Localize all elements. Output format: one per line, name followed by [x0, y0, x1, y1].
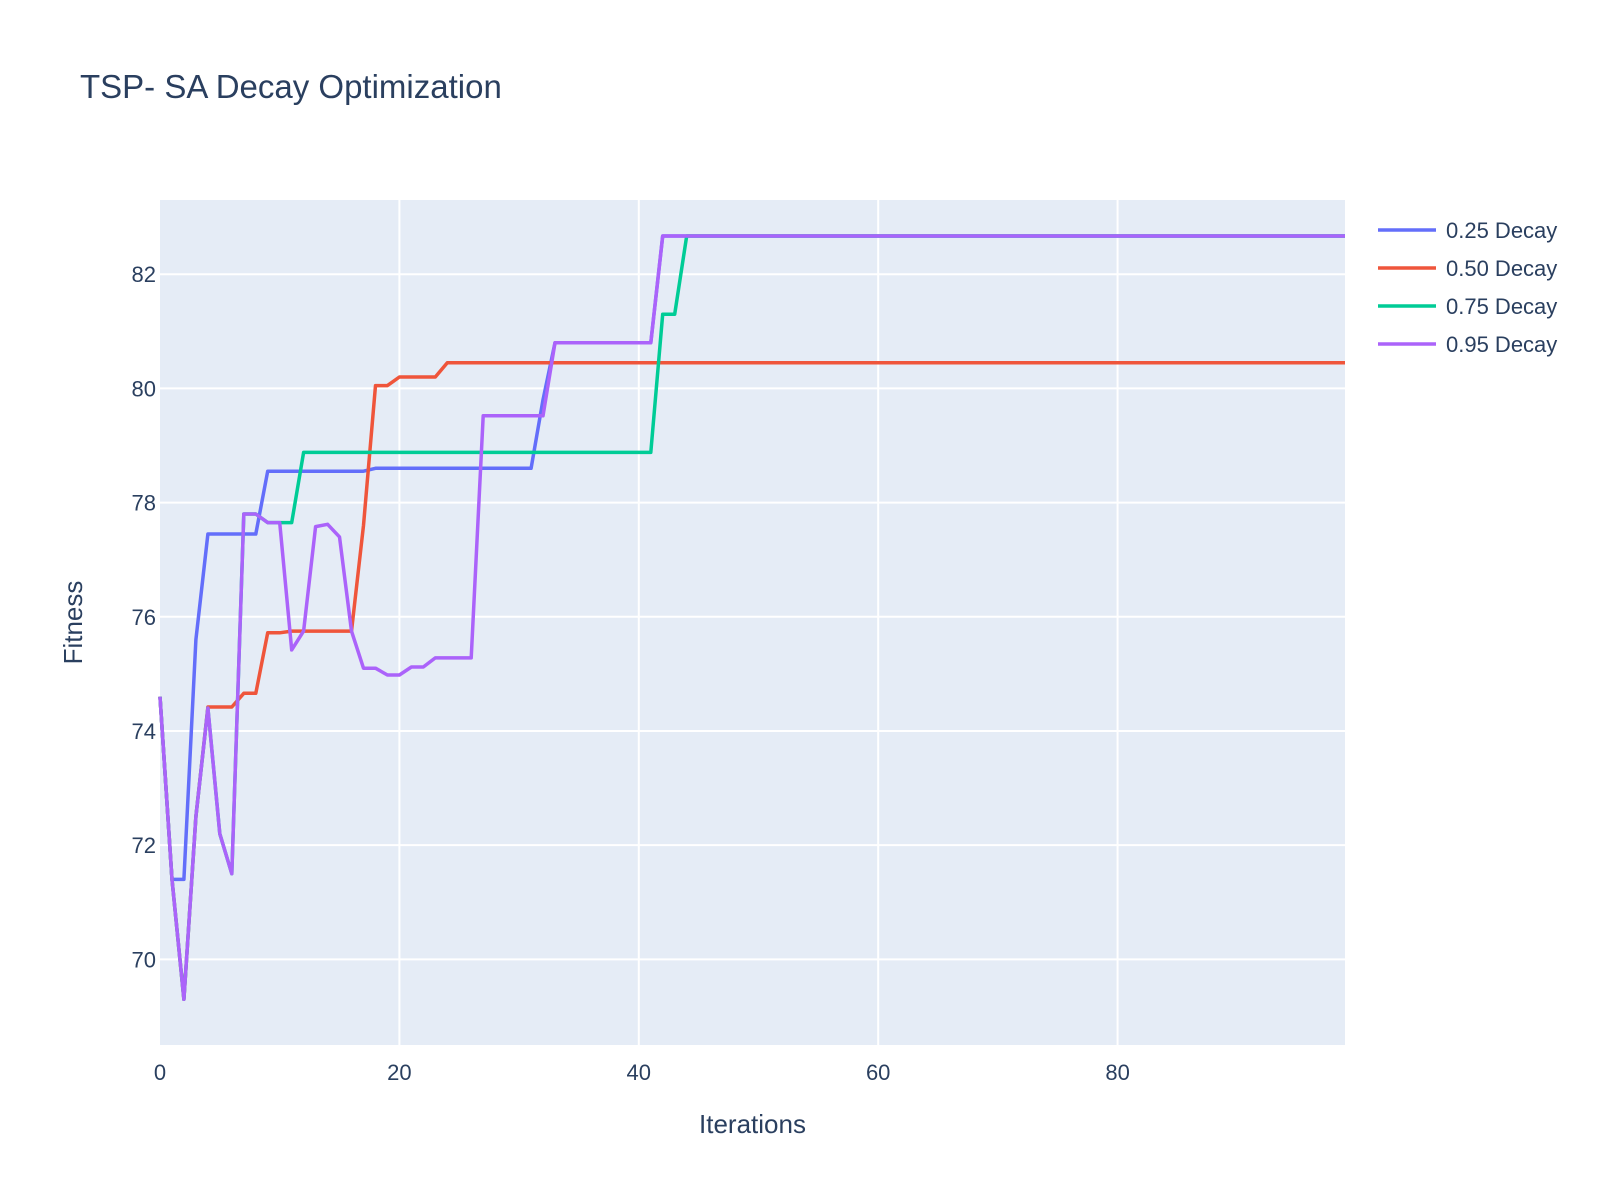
y-tick-label: 74	[132, 719, 156, 744]
grid-lines	[160, 200, 1345, 1045]
x-tick-label: 20	[387, 1060, 411, 1085]
y-tick-label: 76	[132, 605, 156, 630]
plot-area	[160, 200, 1345, 1045]
y-tick-label: 70	[132, 947, 156, 972]
legend-label: 0.25 Decay	[1446, 218, 1557, 243]
x-tick-label: 40	[627, 1060, 651, 1085]
y-tick-label: 78	[132, 491, 156, 516]
series-line-1	[158, 360, 1345, 1002]
legend-label: 0.75 Decay	[1446, 294, 1557, 319]
y-tick-label: 82	[132, 262, 156, 287]
x-axis-title: Iterations	[699, 1109, 806, 1139]
legend-item-2[interactable]: 0.75 Decay	[1378, 294, 1557, 319]
legend-label: 0.50 Decay	[1446, 256, 1557, 281]
y-axis: 70 72 74 76 78 80 82	[132, 262, 156, 972]
series-line-3	[158, 234, 1345, 1002]
legend-label: 0.95 Decay	[1446, 332, 1557, 357]
x-tick-label: 80	[1105, 1060, 1129, 1085]
chart-title: TSP- SA Decay Optimization	[80, 68, 502, 105]
x-tick-label: 0	[154, 1060, 166, 1085]
x-tick-label: 60	[866, 1060, 890, 1085]
legend-item-0[interactable]: 0.25 Decay	[1378, 218, 1557, 243]
legend-item-3[interactable]: 0.95 Decay	[1378, 332, 1557, 357]
y-tick-label: 72	[132, 833, 156, 858]
y-axis-title: Fitness	[58, 581, 88, 665]
x-axis: 0 20 40 60 80	[154, 1060, 1130, 1085]
y-tick-label: 80	[132, 376, 156, 401]
legend[interactable]: 0.25 Decay 0.50 Decay 0.75 Decay 0.95 Decay	[1378, 218, 1557, 357]
legend-item-1[interactable]: 0.50 Decay	[1378, 256, 1557, 281]
series-layer	[158, 234, 1345, 1002]
